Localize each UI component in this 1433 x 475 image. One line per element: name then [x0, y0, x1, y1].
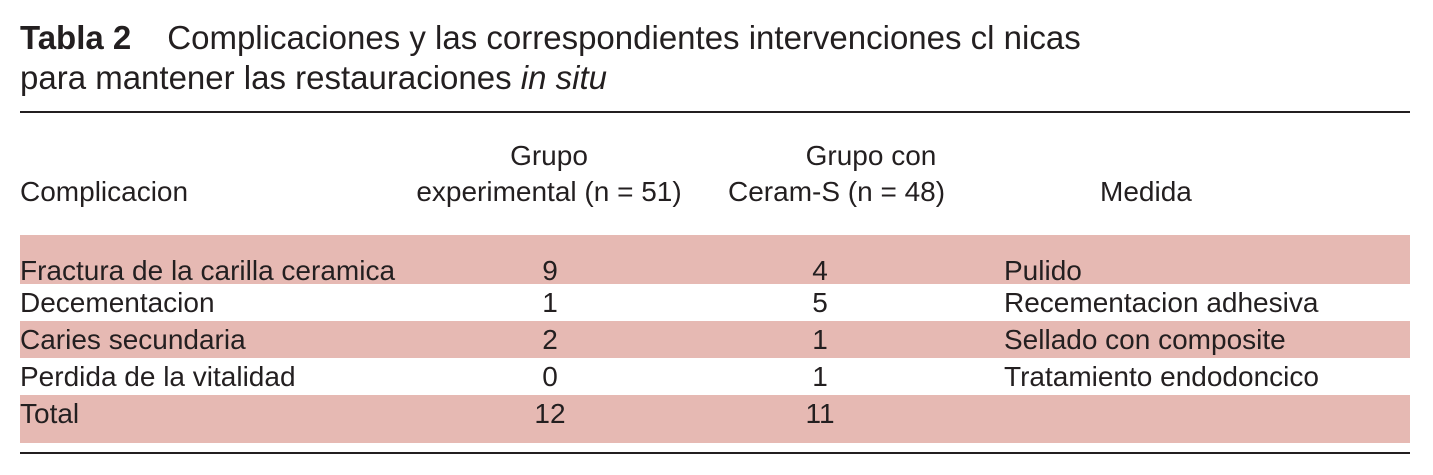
cell-medida: Tratamiento endodoncico — [1004, 361, 1319, 392]
bottom-rule — [20, 452, 1410, 454]
caption-italic-text: in situ — [520, 59, 607, 96]
cell-experimental: 9 — [542, 255, 558, 286]
cell-medida: Sellado con composite — [1004, 324, 1286, 355]
cell-ceram-s: 1 — [812, 324, 828, 355]
cell-ceram-s: 11 — [805, 398, 835, 429]
top-rule — [20, 111, 1410, 113]
cell-complicacion: Decementacion — [20, 287, 215, 318]
cell-complicacion: Total — [20, 398, 80, 429]
caption-line-1: Complicaciones y las correspondientes in… — [167, 19, 1081, 56]
header-grupo-experimental: Grupo experimental (n = 51) — [396, 138, 702, 210]
table-row-total: Total 12 11 — [20, 395, 1410, 443]
table-row: Perdida de la vitalidad 0 1 Tratamiento … — [20, 358, 1410, 395]
table-row: Caries secundaria 2 1 Sellado con compos… — [20, 321, 1410, 358]
cell-complicacion: Fractura de la carilla ceramica — [20, 255, 396, 286]
cell-medida: Recementacion adhesiva — [1004, 287, 1319, 318]
cell-experimental: 0 — [542, 361, 558, 392]
cell-ceram-s: 1 — [812, 361, 828, 392]
table-caption: Tabla 2 Complicaciones y las correspondie… — [20, 18, 1081, 98]
cell-medida: Pulido — [1004, 255, 1082, 286]
table-row: Fractura de la carilla ceramica 9 4 Puli… — [20, 235, 1410, 286]
cell-experimental: 12 — [534, 398, 566, 429]
cell-experimental: 2 — [542, 324, 558, 355]
header-complicacion: Complicacion — [20, 176, 189, 207]
cell-complicacion: Caries secundaria — [20, 324, 246, 355]
table-row: Decementacion 1 5 Recementacion adhesiva — [20, 284, 1410, 321]
table-body: Fractura de la carilla ceramica 9 4 Puli… — [20, 235, 1410, 443]
cell-complicacion: Perdida de la vitalidad — [20, 361, 296, 392]
cell-ceram-s: 5 — [812, 287, 828, 318]
table-label: Tabla 2 — [20, 19, 132, 56]
caption-line-2: para mantener las restauraciones in situ — [20, 58, 1081, 98]
header-grupo-experimental-line1: Grupo — [510, 140, 588, 171]
cell-experimental: 1 — [542, 287, 558, 318]
cell-ceram-s: 4 — [812, 255, 828, 286]
header-grupo-ceram: Grupo con Ceram-S (n = 48) — [726, 138, 1016, 210]
header-grupo-ceram-line2: Ceram-S (n = 48) — [728, 176, 946, 207]
caption-line-2-text: para mantener las restauraciones — [20, 59, 521, 96]
header-grupo-ceram-line1: Grupo con — [805, 140, 937, 171]
header-medida: Medida — [1100, 176, 1192, 207]
header-grupo-experimental-line2: experimental (n = 51) — [416, 176, 682, 207]
